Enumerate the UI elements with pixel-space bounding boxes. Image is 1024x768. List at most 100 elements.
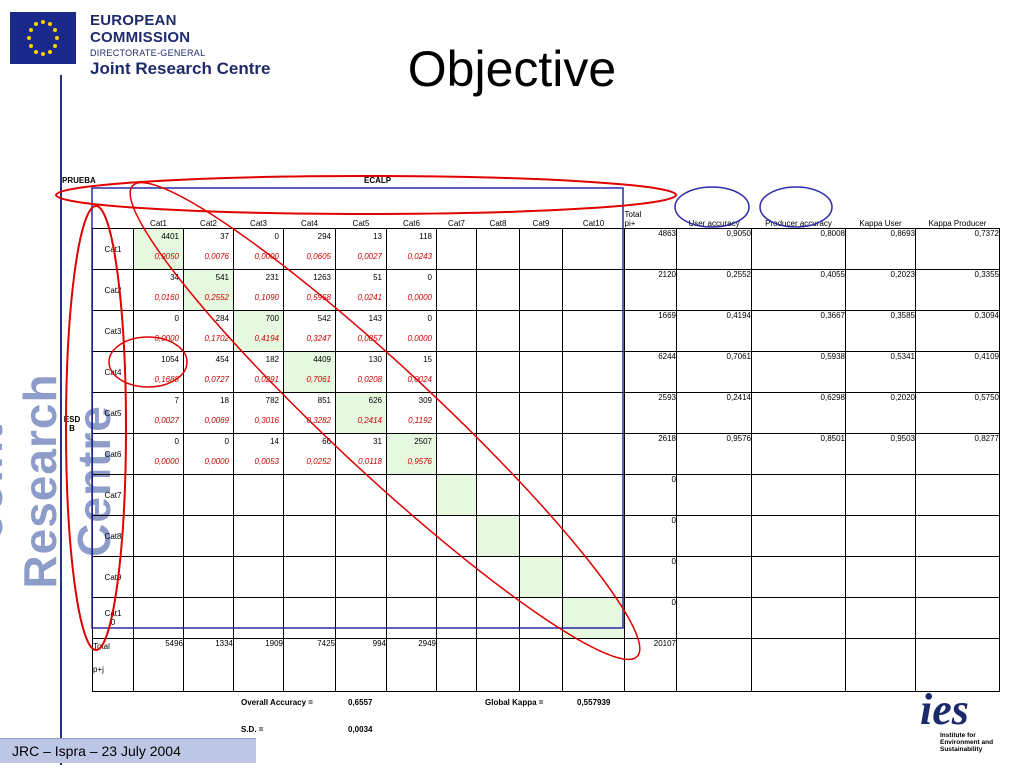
column-total [519,638,563,692]
matrix-cell [335,474,387,516]
cell-count: 1054 [161,355,179,364]
cell-proportion [520,601,562,612]
org-name: EUROPEAN COMMISSION [90,12,191,46]
matrix-cell [476,310,520,352]
matrix-cell [476,474,520,516]
cell-proportion [387,478,436,489]
cell-count: 14 [270,437,279,446]
matrix-cell [519,433,563,475]
matrix-cell [562,392,625,434]
cell-proportion [477,273,519,284]
column-total: 2949 [386,638,437,692]
column-total: 994 [335,638,387,692]
table-row: Cat6 0 0,0000 0 0,0000 14 0,0053 66 0,0252 31 0,01… [92,433,1000,475]
cell-count: 2507 [414,437,432,446]
matrix-cell: 34 0,0160 [133,269,184,311]
stat-cell-kappa-user: 0,5341 [845,351,916,393]
column-header: Cat10 [582,219,605,228]
cell-proportion: 0,9050 [154,252,179,261]
cell-proportion [437,601,476,612]
matrix-cell [233,556,284,598]
total-label-pj: p+j [93,665,104,674]
cell-count: 626 [368,396,382,405]
cell-count: 542 [317,314,331,323]
cell-count: 15 [423,355,432,364]
overall-accuracy-label: Overall Accuracy = [241,698,313,707]
column-total: 7425 [283,638,336,692]
cell-proportion: 0,0000 [407,293,432,302]
cell-proportion: 0,0857 [357,334,382,343]
cell-proportion: 0,0000 [154,457,179,466]
stat-cell-prod-acc: 0,6298 [751,392,846,434]
cell-count: 4409 [313,355,331,364]
stat-cell-total: 0 [624,515,677,557]
cell-proportion [437,232,476,243]
matrix-cell [386,515,437,557]
cell-proportion [134,478,183,489]
cell-proportion [437,437,476,448]
org-dg: DIRECTORATE-GENERAL [90,48,206,58]
matrix-cell: 700 0,4194 [233,310,284,352]
global-kappa-value: 0,557939 [577,698,611,707]
eu-flag-icon [10,12,76,64]
matrix-cell [335,556,387,598]
cell-proportion: 0,0000 [204,457,229,466]
cell-proportion [437,314,476,325]
stat-cell-prod-acc: 0,3667 [751,310,846,352]
cell-proportion: 0,3247 [306,334,331,343]
stat-cell-kappa-user [845,556,916,598]
empty-cell [676,638,752,692]
row-header: Cat9 [92,556,134,598]
matrix-cell [562,515,625,557]
cell-proportion [520,560,562,571]
matrix-cell [519,474,563,516]
matrix-cell [562,433,625,475]
column-header: User accuracy [688,219,740,228]
matrix-cell [476,228,520,270]
matrix-cell [476,433,520,475]
empty-cell [751,638,846,692]
cell-proportion: 0,0000 [254,252,279,261]
matrix-cell [519,269,563,311]
matrix-cell [233,474,284,516]
matrix-cell: 542 0,3247 [283,310,336,352]
overall-accuracy-value: 0,6557 [348,698,373,707]
cell-proportion [134,519,183,530]
cell-proportion [563,478,624,489]
cell-proportion [284,478,335,489]
table-row: Cat3 0 0,0000 284 0,1702 700 0,4194 542 0,3247 14… [92,310,1000,352]
matrix-cell: 0 0,0000 [183,433,234,475]
cell-proportion [520,314,562,325]
table-row: Cat4 1054 0,1688 454 0,0727 182 0,0291 4409 0,70… [92,351,1000,393]
matrix-cell: 0 0,0000 [386,310,437,352]
matrix-cell: 118 0,0243 [386,228,437,270]
stat-cell-total: 1669 [624,310,677,352]
footer-bar: JRC – Ispra – 23 July 2004 [0,738,256,763]
cell-count: 143 [368,314,382,323]
table-row: Cat2 34 0,0160 541 0,2552 231 0,1090 1263 0,5958… [92,269,1000,311]
row-header: Cat1 0 [92,597,134,639]
matrix-cell [519,228,563,270]
cell-proportion [520,437,562,448]
row-header: Cat1 [92,228,134,270]
cell-proportion [520,232,562,243]
cell-proportion [387,601,436,612]
matrix-cell: 2507 0,9576 [386,433,437,475]
cell-count: 13 [373,232,382,241]
matrix-cell [436,433,477,475]
cell-count: 1263 [313,273,331,282]
matrix-cell [335,515,387,557]
matrix-cell: 1263 0,5958 [283,269,336,311]
matrix-cell [519,597,563,639]
corner-cell [93,185,134,229]
cell-proportion: 0,0252 [306,457,331,466]
cell-proportion [284,560,335,571]
matrix-cell [562,556,625,598]
row-header: Cat6 [92,433,134,475]
cell-count: 851 [317,396,331,405]
cell-count: 0 [174,437,179,446]
stat-cell-prod-acc: 0,8501 [751,433,846,475]
cell-proportion [477,519,519,530]
stat-cell-total: 0 [624,597,677,639]
stat-cell-kappa-prod: 0,4109 [915,351,1000,393]
